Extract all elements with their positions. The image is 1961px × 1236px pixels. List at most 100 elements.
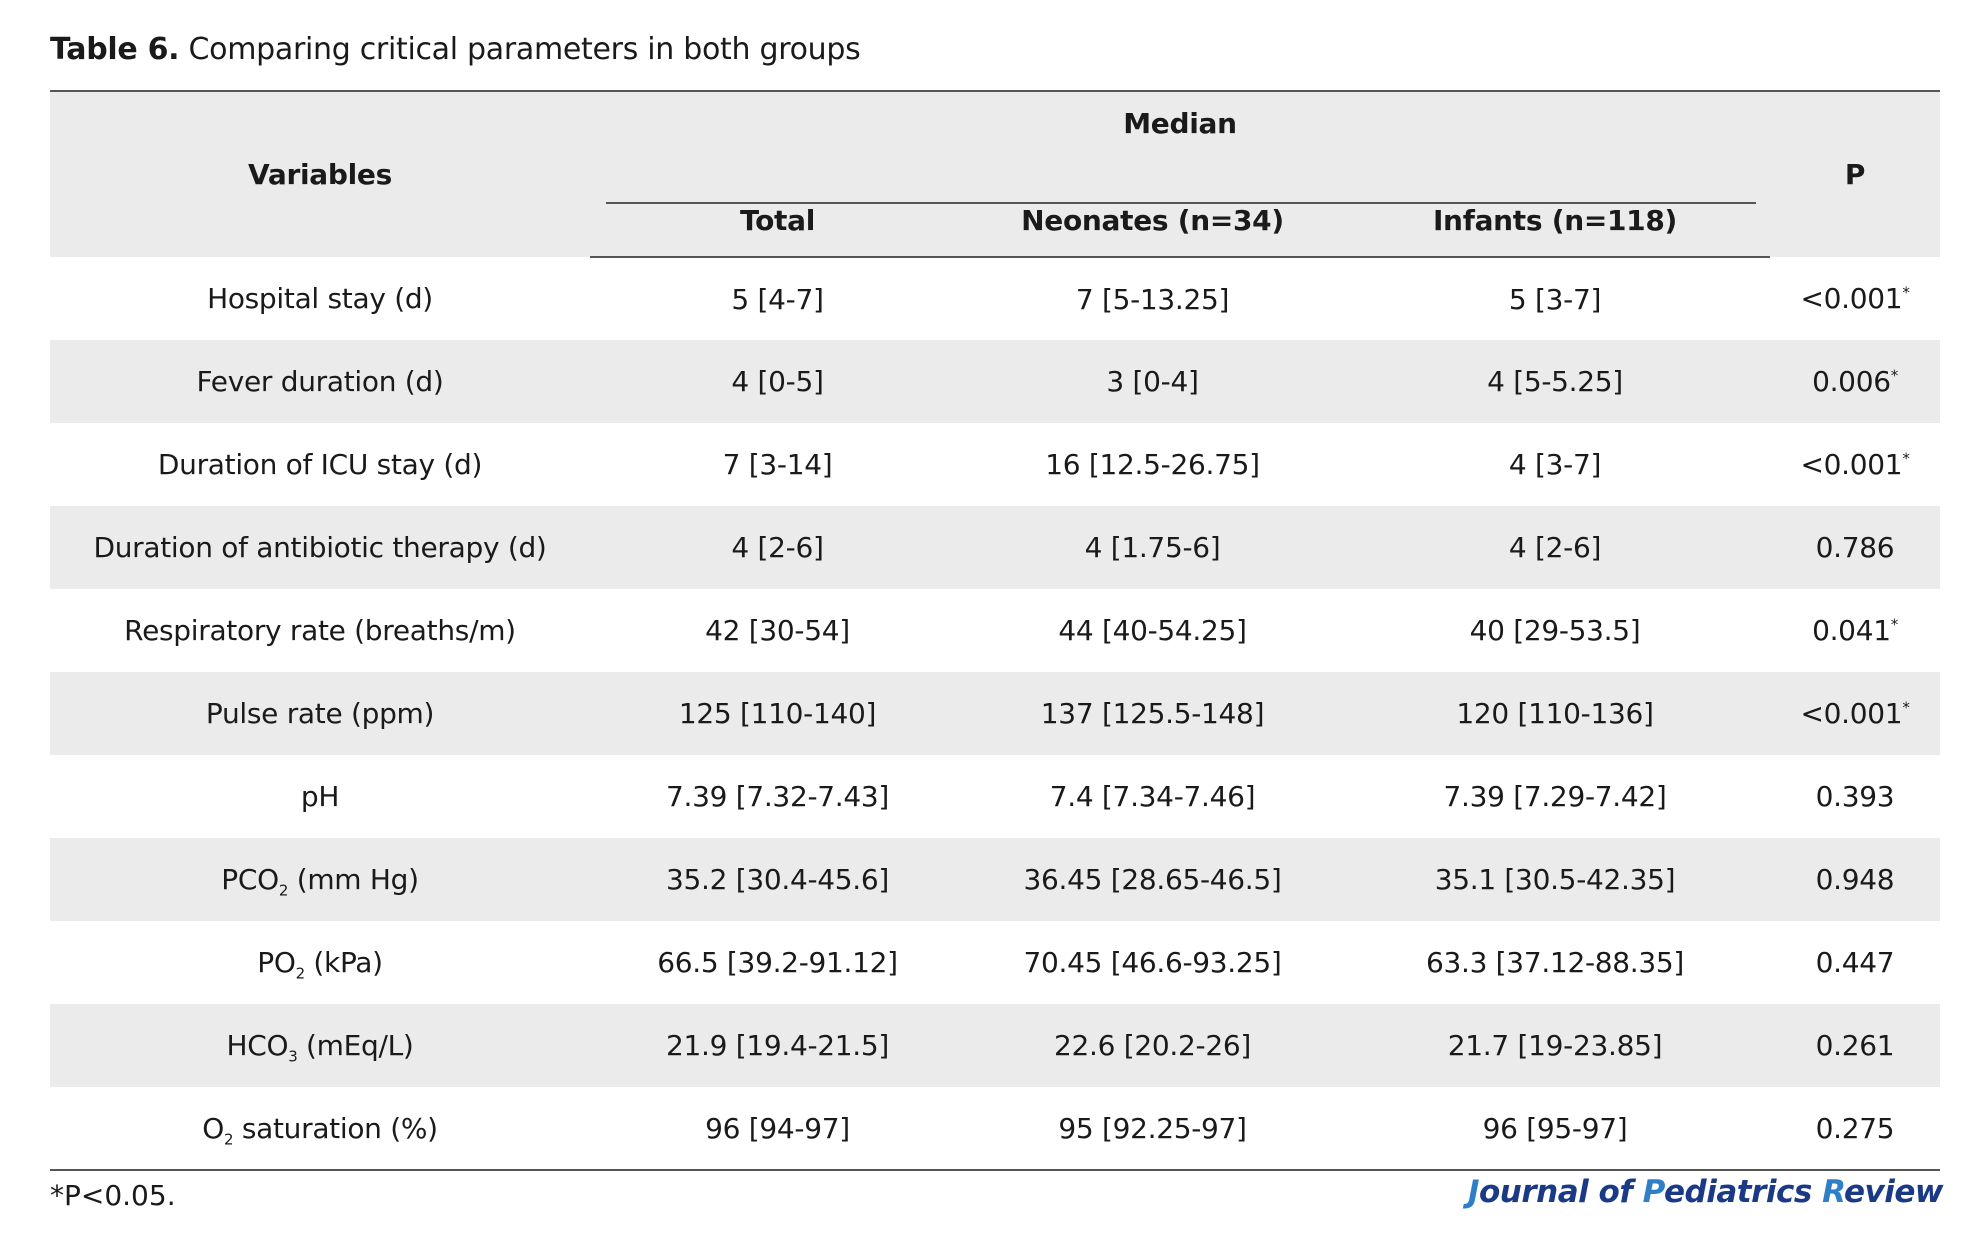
cell-infants: 40 [29-53.5] [1469,614,1641,647]
cell-neonates: 3 [0-4] [1106,365,1199,398]
cell-p: 0.041* [1770,589,1940,672]
variable-name: Fever duration (d) [196,365,444,398]
cell-infants: 63.3 [37.12-88.35] [1425,946,1685,979]
variable-subscript: 2 [295,964,306,983]
cell-neonates: 95 [92.25-97] [965,1087,1340,1171]
cell-total: 7.39 [7.32-7.43] [665,780,890,813]
cell-total: 4 [0-5] [731,365,824,398]
cell-variable: PO2 (kPa) [50,921,590,1004]
variable-name: Pulse rate (ppm) [205,697,435,730]
cell-p: <0.001* [1770,672,1940,755]
variable-name: PCO [221,863,279,896]
p-value: 0.006 [1812,365,1891,398]
variable-name: PO [257,946,296,979]
cell-infants: 120 [110-136] [1456,697,1654,730]
journal-logo-ournal: ournal of [1478,1174,1643,1210]
journal-logo-ediatrics: ediatrics [1664,1174,1823,1210]
table-row: Fever duration (d) 4 [0-5] 3 [0-4] 4 [5-5.2… [50,340,1940,423]
cell-variable: pH [50,755,590,838]
cell-variable: Respiratory rate (breaths/m) [50,589,590,672]
cell-p: <0.001* [1770,257,1940,340]
header-variables: Variables [50,90,590,257]
cell-neonates: 7.4 [7.34-7.46] [1049,780,1256,813]
p-value: <0.001 [1800,448,1903,481]
table-header: Variables Median P Total Neonates (n=34)… [50,90,1940,258]
p-value: 0.948 [1815,863,1895,896]
variable-name: Duration of ICU stay (d) [157,448,483,481]
cell-total: 5 [4-7] [731,282,824,316]
p-value: <0.001 [1800,697,1903,730]
cell-total: 125 [110-140] [678,697,877,730]
table-row: O2 saturation (%) 96 [94-97] 95 [92.25-97]… [50,1087,1940,1171]
journal-logo-r: R [1822,1174,1844,1210]
table-row: Duration of ICU stay (d) 7 [3-14] 16 [12.5… [50,423,1940,506]
cell-variable: Pulse rate (ppm) [50,672,590,755]
significance-marker: * [1902,283,1910,302]
cell-total: 66.5 [39.2-91.12] [657,946,898,979]
table-row: PO2 (kPa) 66.5 [39.2-91.12] 70.45 [46.6-93… [50,921,1940,1004]
header-p: P [1770,90,1940,257]
header-total: Total [590,175,965,258]
median-divider [606,202,1756,204]
cell-infants: 21.7 [19-23.85] [1447,1029,1663,1062]
table-row: Pulse rate (ppm) 125 [110-140] 137 [125.5-… [50,672,1940,755]
cell-infants: 35.1 [30.5-42.35] [1434,863,1676,896]
cell-total: 21.9 [19.4-21.5] [665,1029,890,1062]
cell-neonates: 70.45 [46.6-93.25] [1023,946,1282,979]
cell-variable: HCO3 (mEq/L) [50,1004,590,1087]
cell-infants: 7.39 [7.29-7.42] [1443,780,1667,813]
significance-marker: * [1902,698,1910,717]
cell-total: 42 [30-54] [705,614,850,647]
table-row: Respiratory rate (breaths/m) 42 [30-54] 44… [50,589,1940,672]
table-body: Hospital stay (d) 5 [4-7] 7 [5-13.25] 5 [3-… [50,257,1940,1171]
cell-infants: 96 [95-97] [1340,1087,1770,1171]
variable-subscript: 2 [278,881,289,900]
cell-variable: Hospital stay (d) [50,257,590,340]
journal-logo-p: P [1642,1174,1665,1210]
cell-variable: Duration of ICU stay (d) [50,423,590,506]
variable-name: Duration of antibiotic therapy (d) [93,531,547,564]
cell-total: 7 [3-14] [722,448,833,481]
variable-name: pH [300,780,340,813]
table-row: HCO3 (mEq/L) 21.9 [19.4-21.5] 22.6 [20.2-2… [50,1004,1940,1087]
table-row: Hospital stay (d) 5 [4-7] 7 [5-13.25] 5 [3-… [50,257,1940,340]
cell-p: 0.006* [1770,340,1940,423]
cell-infants: 4 [5-5.25] [1487,365,1623,398]
variable-subscript: 2 [223,1130,234,1149]
variable-subscript: 3 [288,1047,298,1066]
cell-p: 0.447 [1770,921,1940,1004]
p-value: 0.393 [1815,780,1895,813]
cell-neonates: 36.45 [28.65-46.5] [1023,863,1282,896]
cell-neonates: 137 [125.5-148] [1040,697,1265,730]
variable-unit: (kPa) [304,946,383,979]
cell-infants: 5 [3-7] [1508,282,1602,316]
significance-marker: * [1902,449,1910,468]
cell-total: 35.2 [30.4-45.6] [665,863,890,896]
cell-neonates: 16 [12.5-26.75] [1045,448,1260,481]
cell-p: 0.261 [1770,1004,1940,1087]
p-value: 0.261 [1815,1029,1895,1062]
cell-p: 0.275 [1770,1087,1940,1171]
cell-neonates: 4 [1.75-6] [1084,531,1221,564]
table-caption-label: Table 6. [50,32,180,67]
header-median-label: Median [1123,107,1237,140]
cell-variable: O2 saturation (%) [50,1087,590,1171]
variable-unit: (mEq/L) [297,1029,414,1062]
significance-marker: * [1890,615,1899,634]
significance-marker: * [1890,366,1899,385]
cell-total: 4 [2-6] [731,531,824,564]
cell-infants: 4 [2-6] [1508,531,1602,564]
p-value: 0.275 [1815,1111,1895,1145]
table-row: pH 7.39 [7.32-7.43] 7.4 [7.34-7.46] 7.39 [7… [50,755,1940,838]
cell-p: 0.786 [1770,506,1940,589]
journal-logo-eview: eview [1843,1174,1944,1210]
comparison-table: Variables Median P Total Neonates (n=34)… [50,90,1940,1171]
cell-total: 96 [94-97] [590,1087,965,1171]
table-row: PCO2 (mm Hg) 35.2 [30.4-45.6] 36.45 [28.65… [50,838,1940,921]
cell-variable: Duration of antibiotic therapy (d) [50,506,590,589]
p-value: 0.041 [1812,614,1891,647]
journal-logo: Journal of Pediatrics Review [1468,1172,1944,1212]
header-neonates: Neonates (n=34) [965,175,1340,258]
cell-neonates: 7 [5-13.25] [1075,282,1230,316]
header-median: Median [590,90,1770,204]
